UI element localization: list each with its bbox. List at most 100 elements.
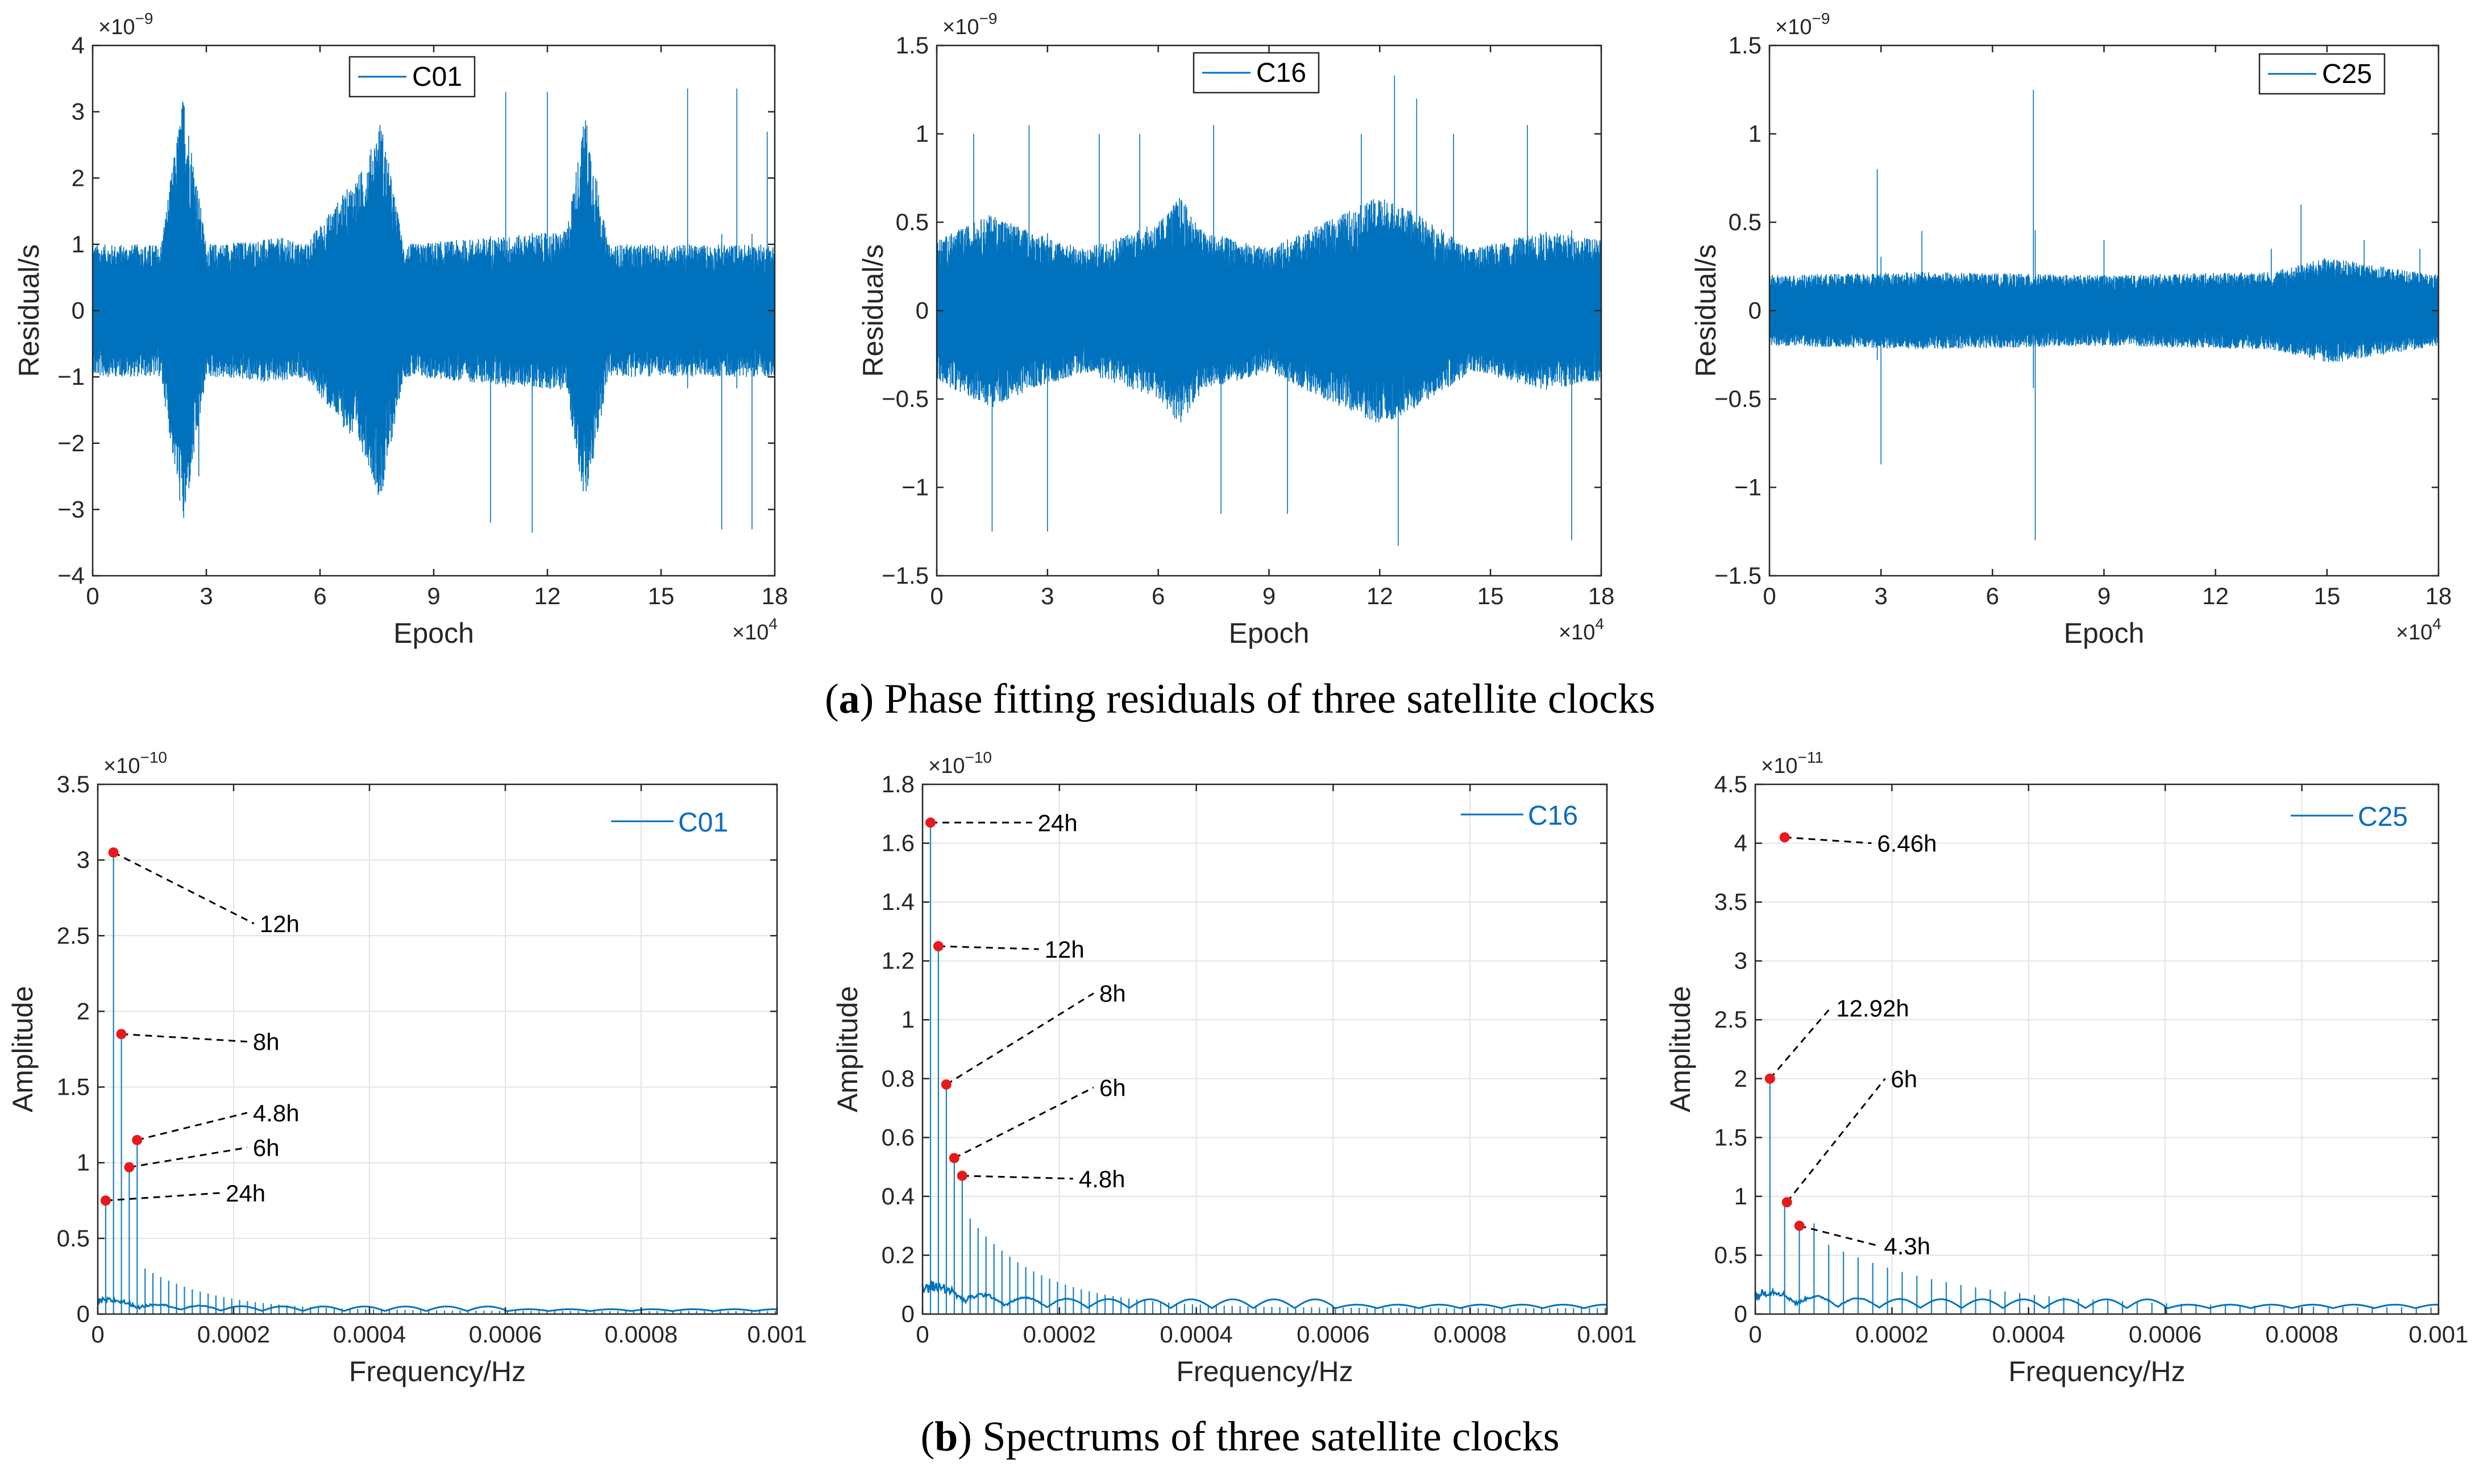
chart6-xtick-label-5: 0.001	[2408, 1321, 2468, 1348]
chart6-ytick-label-1: 0.5	[1714, 1241, 1747, 1268]
chart4-xtick-label-5: 0.001	[747, 1321, 807, 1348]
chart4-plot-area	[98, 784, 777, 1314]
chart3-xtick-label-2: 6	[1986, 583, 1999, 609]
chart4-peak-4.8h-marker	[132, 1134, 143, 1145]
chart5-ytick-label-3: 0.6	[882, 1124, 915, 1150]
caption-a-text: Phase fitting residuals of three satelli…	[884, 676, 1656, 722]
chart2-x-exponent: ×104	[1559, 615, 1604, 645]
caption-b-letter: b	[934, 1414, 958, 1460]
chart3-xlabel: Epoch	[2064, 617, 2145, 649]
chart6-xtick-label-3: 0.0006	[2129, 1321, 2201, 1348]
chart2-xlabel: Epoch	[1229, 617, 1310, 649]
chart1-ytick-label-4: 0	[72, 297, 85, 324]
chart4-ytick-label-5: 2.5	[57, 922, 90, 949]
chart3-y-exponent: ×10−9	[1775, 10, 1830, 39]
chart5-peak-24h-label: 24h	[1038, 809, 1078, 836]
chart5-noise-floor	[921, 1281, 1607, 1310]
chart6-peak-4.3h-marker	[1794, 1220, 1805, 1231]
chart5-ytick-label-9: 1.8	[882, 771, 915, 797]
chart5-ytick-label-6: 1.2	[882, 947, 915, 974]
chart3-ytick-label-5: 1	[1748, 120, 1762, 147]
caption-a-letter: a	[838, 676, 860, 722]
chart4-peak-24h-label: 24h	[226, 1180, 265, 1207]
chart3-ytick-label-6: 1.5	[1729, 32, 1762, 59]
chart3-ytick-label-2: −0.5	[1714, 385, 1762, 412]
chart4-xtick-label-0: 0	[91, 1321, 104, 1348]
chart3-xtick-label-4: 12	[2202, 583, 2229, 609]
chart3-xtick-label-3: 9	[2097, 583, 2111, 609]
chart3-ytick-label-3: 0	[1748, 297, 1762, 324]
chart6-ytick-label-3: 1.5	[1714, 1124, 1747, 1150]
chart5-peak-8h-label: 8h	[1099, 980, 1126, 1007]
chart5-peak-4.8h-label: 4.8h	[1079, 1166, 1125, 1192]
chart5-ytick-label-1: 0.2	[882, 1241, 915, 1268]
chart4-noise-floor	[97, 1296, 777, 1312]
chart6-xtick-label-1: 0.0002	[1855, 1321, 1928, 1348]
chart5-xtick-label-4: 0.0008	[1434, 1321, 1506, 1348]
chart2-xtick-label-5: 15	[1477, 583, 1504, 609]
chart4-peak-8h-marker	[116, 1029, 127, 1040]
chart3-xtick-label-0: 0	[1763, 583, 1776, 609]
chart5-xtick-label-0: 0	[916, 1321, 929, 1348]
chart6-ytick-label-0: 0	[1734, 1300, 1747, 1327]
chart3-ytick-label-1: −1	[1734, 474, 1762, 501]
chart5-y-exponent: ×10−10	[928, 749, 992, 778]
chart5-ylabel: Amplitude	[832, 986, 863, 1112]
chart6-xlabel: Frequency/Hz	[2008, 1356, 2185, 1387]
chart5-peak-8h-leader	[945, 992, 1094, 1086]
chart1-legend-label: C01	[412, 62, 462, 92]
chart5-series-C16	[929, 822, 1606, 1314]
chart2-ytick-label-5: 1	[916, 120, 929, 147]
chart4-ytick-label-4: 2	[77, 997, 90, 1024]
chart6-peak-12.92h-label: 12.92h	[1836, 995, 1909, 1022]
chart6-ytick-label-6: 3	[1734, 947, 1747, 974]
chart4-ytick-label-6: 3	[77, 846, 90, 873]
chart4-peak-4.8h-label: 4.8h	[253, 1100, 300, 1126]
chart1-xtick-label-3: 9	[427, 583, 440, 609]
chart1-xtick-label-0: 0	[86, 583, 99, 609]
chart3-xtick-label-1: 3	[1874, 583, 1887, 609]
chart1-xtick-label-6: 18	[762, 583, 788, 609]
chart4-peak-6h-leader	[129, 1146, 248, 1169]
chart2-xtick-label-6: 18	[1588, 583, 1615, 609]
chart5-legend-label: C16	[1528, 801, 1578, 831]
chart5-ytick-label-0: 0	[902, 1300, 915, 1327]
chart6-ytick-label-9: 4.5	[1714, 771, 1747, 797]
chart5-axes-box	[921, 783, 1608, 1315]
caption-a: (a) Phase fitting residuals of three sat…	[824, 676, 1656, 722]
chart5-xtick-label-3: 0.0006	[1297, 1321, 1369, 1348]
chart4-axes-box	[97, 783, 778, 1315]
chart4-xlabel: Frequency/Hz	[349, 1356, 526, 1387]
chart6-xtick-label-2: 0.0004	[1992, 1321, 2065, 1348]
chart6-peak-12.92h-marker	[1764, 1073, 1775, 1084]
chart5-ytick-label-4: 0.8	[882, 1065, 915, 1092]
chart2-ytick-label-2: −0.5	[882, 385, 929, 412]
chart1-ytick-label-6: 2	[72, 164, 85, 191]
chart1-ytick-label-1: −3	[57, 496, 85, 522]
chart4-ytick-label-2: 1	[77, 1149, 90, 1176]
chart2-ytick-label-3: 0	[916, 297, 929, 324]
chart5-peak-6h-leader	[954, 1086, 1094, 1159]
chart6-peak-12.92h-leader	[1769, 1007, 1831, 1079]
chart1-x-exponent: ×104	[732, 615, 778, 645]
chart1-ytick-label-7: 3	[72, 98, 85, 125]
chart6-peak-6.46h-marker	[1779, 832, 1790, 843]
chart5-xtick-label-2: 0.0004	[1160, 1321, 1232, 1348]
chart1-ylabel: Residual/s	[13, 244, 45, 377]
chart6-peak-6.46h-leader	[1784, 836, 1872, 845]
chart4-peak-8h-label: 8h	[253, 1029, 280, 1055]
chart5-xlabel: Frequency/Hz	[1176, 1356, 1353, 1387]
chart2-xtick-label-2: 6	[1152, 583, 1165, 609]
chart1-xtick-label-2: 6	[313, 583, 326, 609]
chart6-axes-box	[1754, 783, 2440, 1315]
chart2-xtick-label-3: 9	[1262, 583, 1276, 609]
chart1-xtick-label-4: 12	[534, 583, 561, 609]
chart6-y-exponent: ×10−11	[1761, 749, 1823, 778]
chart1-ytick-label-3: −1	[57, 363, 85, 390]
chart2-ylabel: Residual/s	[857, 244, 889, 377]
chart4-peak-6h-marker	[124, 1162, 135, 1173]
chart2-y-exponent: ×10−9	[942, 10, 997, 39]
chart4-peak-8h-leader	[121, 1033, 247, 1043]
chart4-peak-24h-leader	[105, 1192, 221, 1202]
chart6-peak-6h-label: 6h	[1891, 1066, 1917, 1092]
